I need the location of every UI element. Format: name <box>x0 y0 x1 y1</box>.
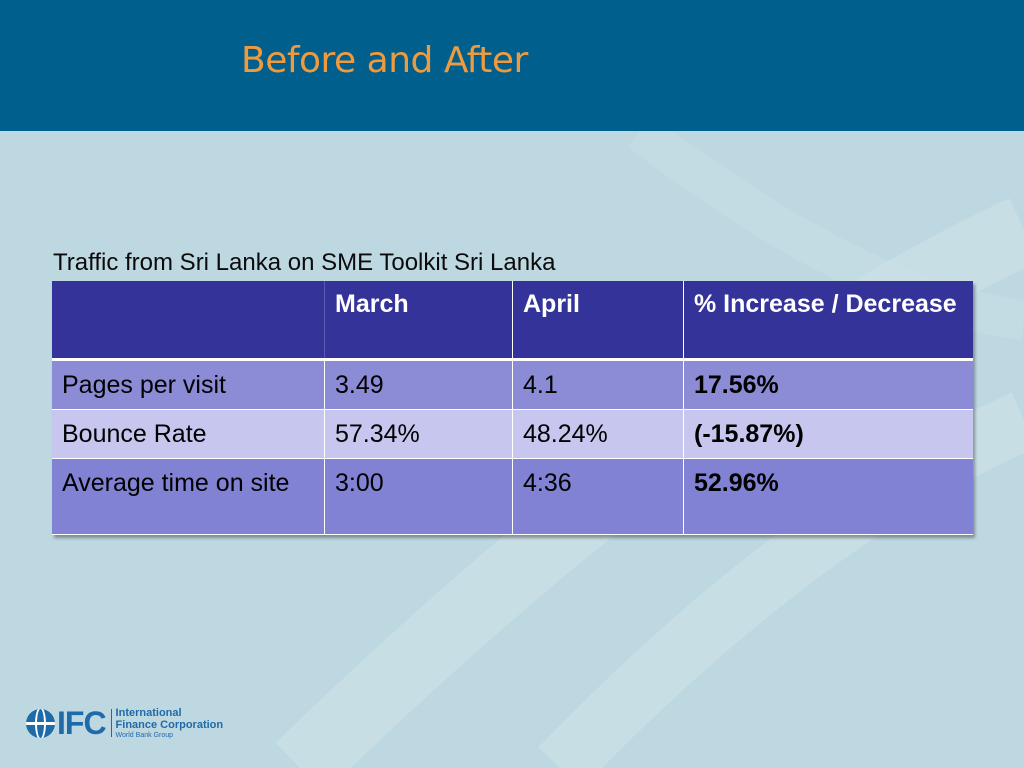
cell-march: 57.34% <box>324 409 513 459</box>
cell-april: 48.24% <box>512 409 684 459</box>
header-april: April <box>512 281 684 361</box>
cell-change: 52.96% <box>683 458 973 535</box>
cell-metric: Average time on site <box>52 458 325 535</box>
cell-change: 17.56% <box>683 359 973 410</box>
table-row: Bounce Rate 57.34% 48.24% (-15.87%) <box>52 409 973 459</box>
table-caption: Traffic from Sri Lanka on SME Toolkit Sr… <box>53 249 556 276</box>
table-row: Average time on site 3:00 4:36 52.96% <box>52 458 973 535</box>
logo-text: International Finance Corporation World … <box>116 707 224 740</box>
title-band <box>0 0 1024 131</box>
cell-change: (-15.87%) <box>683 409 973 459</box>
slide-title: Before and After <box>241 40 528 81</box>
ifc-logo: IFC International Finance Corporation Wo… <box>26 707 223 739</box>
cell-march: 3:00 <box>324 458 513 535</box>
traffic-table: March April % Increase / Decrease Pages … <box>52 281 973 535</box>
logo-mark: IFC <box>57 705 107 741</box>
header-metric <box>52 281 325 361</box>
header-march: March <box>324 281 513 361</box>
cell-metric: Bounce Rate <box>52 409 325 459</box>
logo-line-3: World Bank Group <box>115 731 173 739</box>
logo-divider <box>110 709 112 737</box>
table-header-row: March April % Increase / Decrease <box>52 281 973 361</box>
logo-line-1: International <box>115 706 182 719</box>
cell-march: 3.49 <box>324 359 513 410</box>
table-row: Pages per visit 3.49 4.1 17.56% <box>52 359 973 410</box>
cell-april: 4:36 <box>512 458 684 535</box>
logo-line-2: Finance Corporation <box>115 718 224 731</box>
cell-april: 4.1 <box>512 359 684 410</box>
globe-icon <box>26 708 55 738</box>
cell-metric: Pages per visit <box>52 359 325 410</box>
header-change: % Increase / Decrease <box>683 281 973 361</box>
